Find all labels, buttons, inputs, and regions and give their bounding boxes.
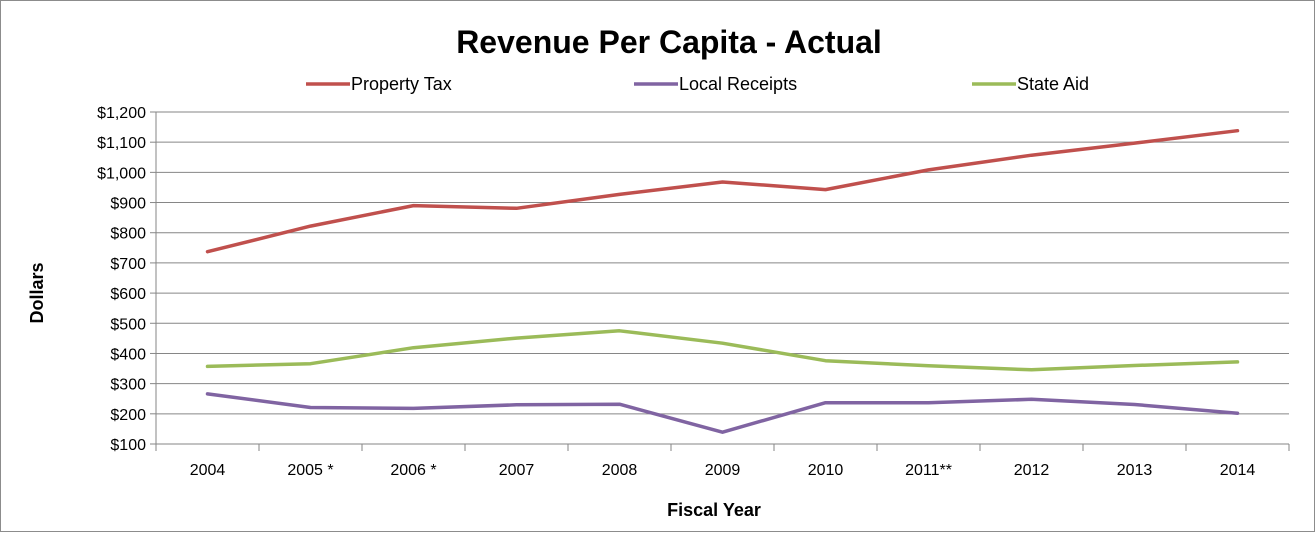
axes [150,112,1289,451]
series-lines [207,131,1237,433]
y-tick-label: $300 [110,377,146,394]
y-tick-label: $1,200 [97,105,146,122]
y-tick-label: $700 [110,256,146,273]
y-tick-label: $1,100 [97,135,146,152]
x-tick-label: 2014 [1220,462,1256,479]
x-axis-tick-labels: 2004 2005 * 2006 * 2007 2008 2009 2010 2011** 20… [190,462,1256,479]
x-tick-label: 2008 [602,462,638,479]
y-tick-label: $1,000 [97,165,146,182]
y-tick-label: $200 [110,407,146,424]
series-line-property-tax [208,131,1238,252]
gridlines [156,112,1289,444]
legend-label: Property Tax [351,74,452,94]
x-tick-label: 2012 [1014,462,1050,479]
y-axis-title: Dollars [27,262,47,323]
legend-label: Local Receipts [679,74,797,94]
legend-label: State Aid [1017,74,1089,94]
legend: Property Tax Local Receipts State Aid [306,74,1089,94]
x-tick-label: 2009 [705,462,741,479]
x-tick-label: 2007 [499,462,535,479]
y-tick-label: $400 [110,346,146,363]
x-tick-label: 2004 [190,462,226,479]
y-axis-tick-labels: $100 $200 $300 $400 $500 $600 $700 $800 $900 $1,0… [97,105,146,454]
chart-title: Revenue Per Capita - Actual [456,24,882,60]
series-line-state-aid [208,331,1238,370]
x-axis-title: Fiscal Year [667,500,761,520]
y-tick-label: $500 [110,316,146,333]
x-tick-label: 2010 [808,462,844,479]
y-tick-label: $600 [110,286,146,303]
y-tick-label: $900 [110,196,146,213]
x-tick-label: 2013 [1117,462,1153,479]
y-tick-label: $100 [110,437,146,454]
x-tick-label: 2011** [905,462,952,479]
y-tick-label: $800 [110,226,146,243]
x-tick-label: 2005 * [287,462,333,479]
x-tick-label: 2006 * [390,462,436,479]
series-line-local-receipts [208,394,1238,432]
